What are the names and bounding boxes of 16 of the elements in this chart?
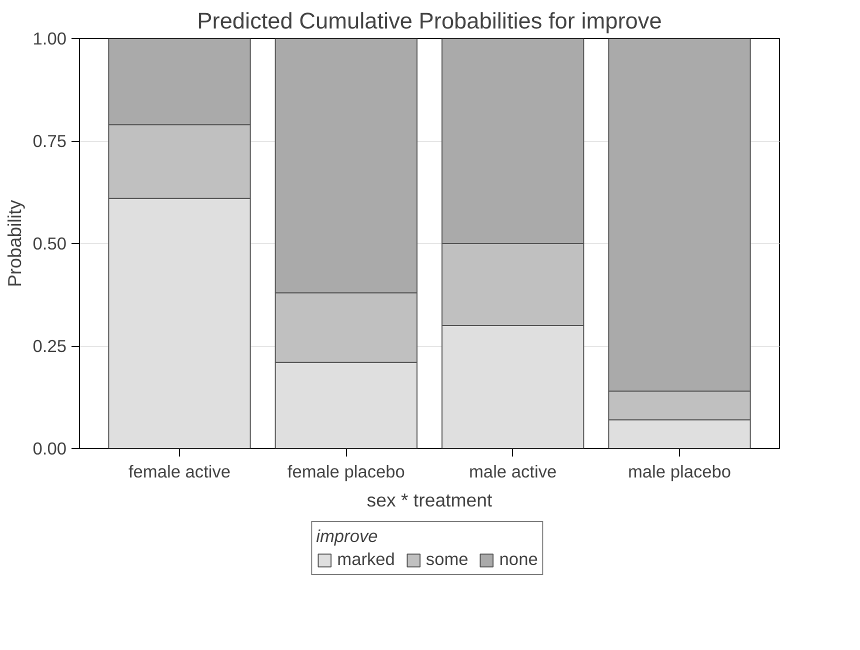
legend-label: some bbox=[426, 549, 468, 570]
legend-title: improve bbox=[316, 526, 379, 547]
x-tick-label: female placebo bbox=[287, 462, 405, 482]
y-tick-label: 0.75 bbox=[32, 131, 67, 151]
chart-title: Predicted Cumulative Probabilities for improve bbox=[197, 8, 662, 34]
y-tick-label: 0.00 bbox=[32, 438, 67, 458]
x-axis-title: sex * treatment bbox=[366, 490, 494, 510]
x-tick-label: male placebo bbox=[628, 462, 732, 482]
y-tick-label: 0.25 bbox=[32, 336, 67, 356]
y-tick-label: 1.00 bbox=[32, 28, 67, 48]
x-tick-label: female active bbox=[128, 462, 231, 482]
legend-label: marked bbox=[337, 549, 395, 570]
y-tick-label: 0.50 bbox=[32, 234, 67, 254]
x-tick-label: male active bbox=[469, 462, 557, 482]
legend-label: none bbox=[499, 549, 538, 570]
y-axis-title: Probability bbox=[4, 199, 25, 288]
